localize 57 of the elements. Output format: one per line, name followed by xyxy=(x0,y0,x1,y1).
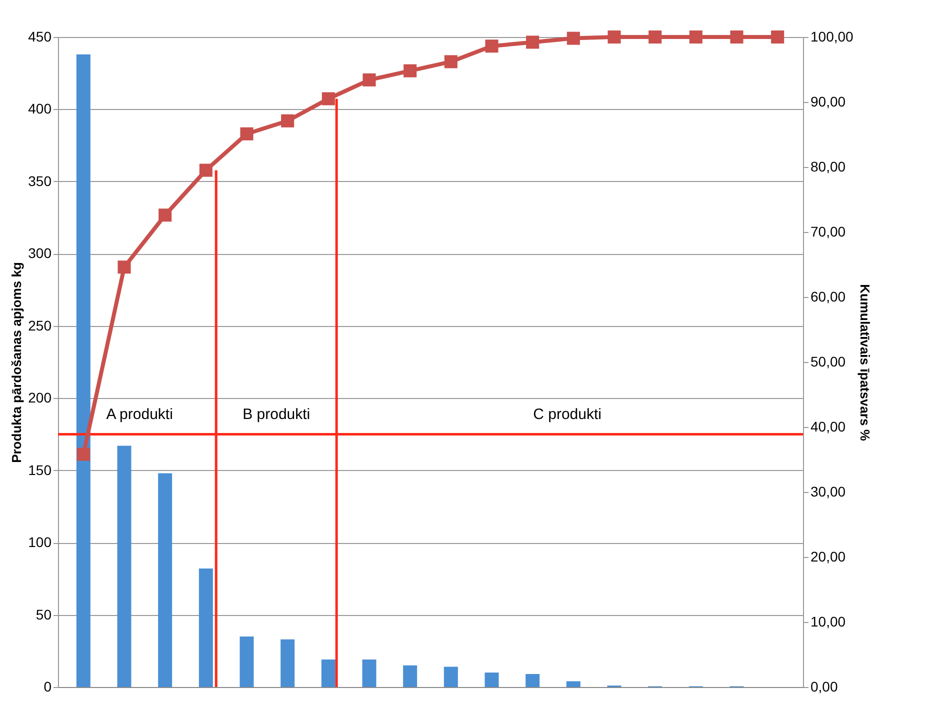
y2-tick-label: 90,00 xyxy=(810,94,846,110)
point xyxy=(608,30,621,44)
y-tick-label: 450 xyxy=(28,28,52,44)
point xyxy=(76,448,90,461)
bar xyxy=(444,666,458,687)
point xyxy=(281,114,294,128)
y-tick-label: 200 xyxy=(28,390,52,406)
y2-tick-label: 20,00 xyxy=(810,548,846,564)
bar xyxy=(484,672,499,687)
point xyxy=(566,32,580,45)
bar xyxy=(526,674,540,687)
point xyxy=(730,30,744,44)
point xyxy=(404,64,417,78)
y2-tick-label: 70,00 xyxy=(810,224,846,240)
point xyxy=(485,40,498,53)
point xyxy=(771,30,784,44)
annotation: A produkti xyxy=(106,406,173,424)
point xyxy=(689,30,702,44)
y-tick-label: 250 xyxy=(28,317,52,334)
y-tick-label: 100 xyxy=(28,534,52,550)
point xyxy=(158,208,172,222)
bar xyxy=(403,665,418,687)
point xyxy=(362,73,376,86)
y-tick-label: 400 xyxy=(28,100,52,117)
point xyxy=(648,30,662,44)
bar xyxy=(321,660,336,687)
y-tick-label: 50 xyxy=(36,606,52,622)
bar xyxy=(198,568,213,687)
y2-tick-label: 30,00 xyxy=(810,484,846,500)
y-tick-label: 150 xyxy=(28,462,52,478)
point xyxy=(526,36,540,49)
bar xyxy=(280,639,295,687)
y2-tick-label: 40,00 xyxy=(810,418,846,434)
point xyxy=(444,55,458,68)
point xyxy=(199,164,212,177)
point xyxy=(240,127,254,140)
y2-axis-title: Kumulatīvais īpatsvars % xyxy=(857,284,872,442)
annotation: C produkti xyxy=(533,406,602,424)
annotation: B produkti xyxy=(242,406,310,424)
y2-tick-label: 80,00 xyxy=(810,158,846,174)
bar xyxy=(362,660,376,687)
y2-tick-label: 10,00 xyxy=(810,614,846,630)
y-tick-label: 300 xyxy=(28,245,52,262)
point xyxy=(322,92,335,106)
y-tick-label: 350 xyxy=(28,172,52,189)
y2-tick-label: 50,00 xyxy=(810,354,846,370)
y-tick-label: 0 xyxy=(44,678,52,694)
point xyxy=(118,260,131,274)
bar xyxy=(117,446,132,687)
bar xyxy=(240,636,254,687)
bar xyxy=(158,473,172,687)
y-axis-title: Produkta pārdošanas apjoms kg xyxy=(9,262,24,463)
y2-tick-label: 100,00 xyxy=(810,28,854,44)
bar xyxy=(566,681,580,687)
y2-tick-label: 60,00 xyxy=(810,288,846,304)
y2-tick-label: 0,00 xyxy=(810,678,838,694)
bar xyxy=(76,54,90,687)
